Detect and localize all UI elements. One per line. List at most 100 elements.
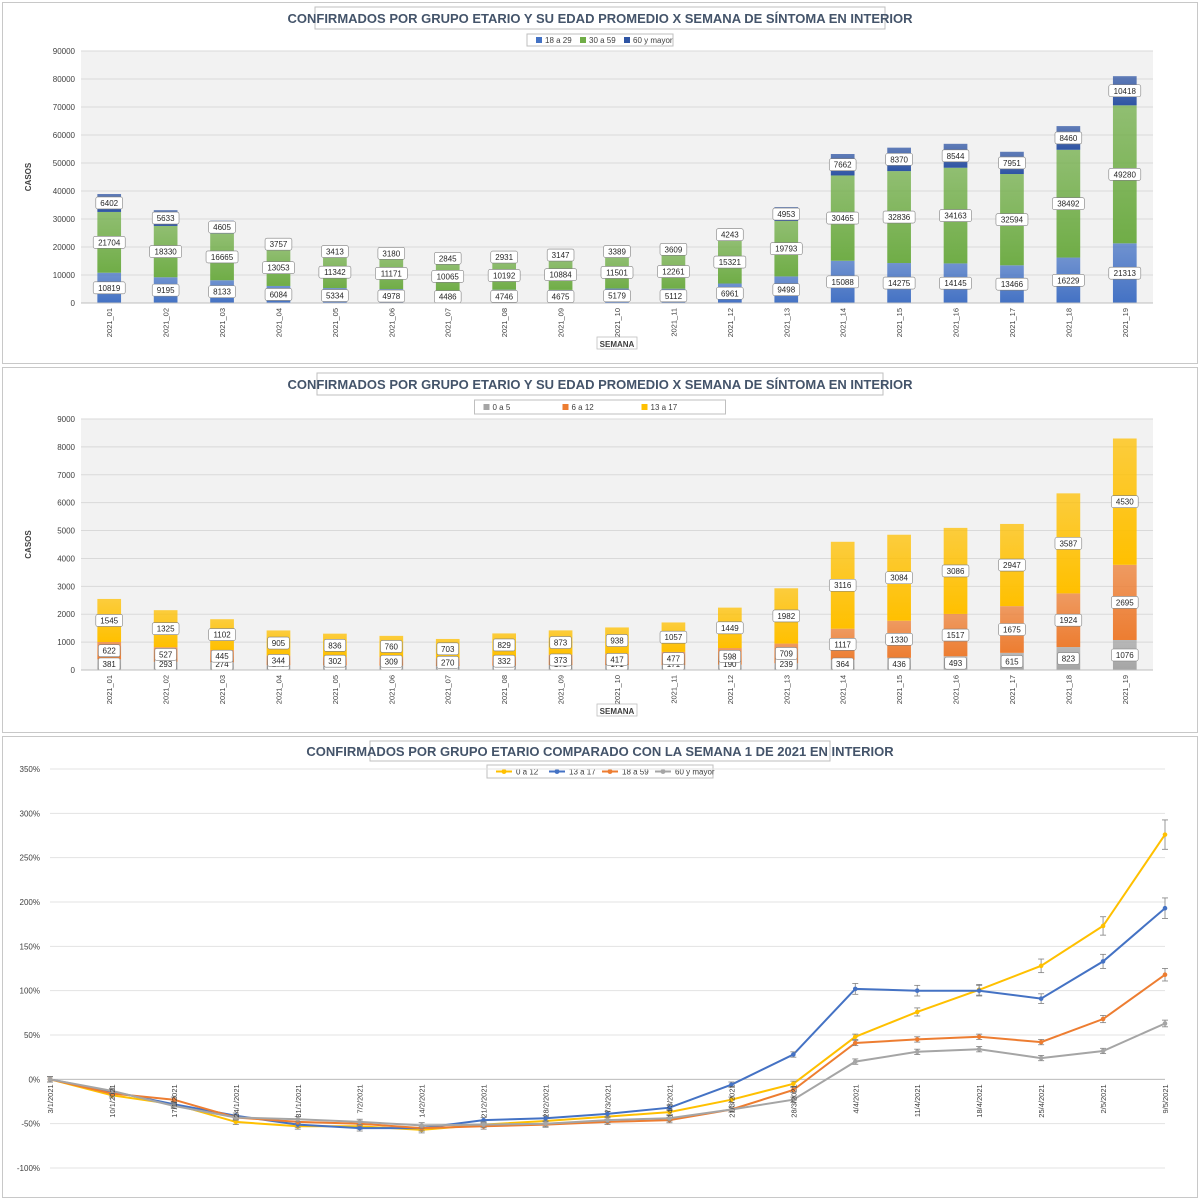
data-label-box (828, 158, 857, 172)
data-label: 302 (328, 657, 342, 666)
data-label: 16665 (211, 253, 234, 262)
data-label: 709 (780, 649, 794, 658)
data-label: 8460 (1059, 134, 1077, 143)
data-label-box (659, 630, 688, 644)
data-label-box (264, 288, 293, 301)
data-point (1038, 1039, 1044, 1045)
x-tick-label: 2021_07 (444, 308, 453, 337)
data-label-box (718, 650, 741, 663)
data-point (233, 1115, 239, 1120)
data-label: 14275 (888, 279, 911, 288)
data-point (852, 986, 858, 992)
data-label-box (436, 642, 459, 656)
data-label: 2931 (495, 253, 513, 262)
x-tick-label: 2021_08 (500, 308, 509, 337)
data-label: 703 (441, 645, 455, 654)
data-point (233, 1119, 239, 1125)
x-tick-label: 2021_11 (669, 308, 678, 337)
data-label-box (603, 245, 631, 258)
data-point (419, 1123, 424, 1128)
data-label-box (882, 276, 916, 290)
x-tick-label: 21/3/2021 (727, 1084, 736, 1117)
data-point (171, 1103, 177, 1109)
data-label-box (92, 236, 126, 249)
data-label: 3757 (270, 240, 288, 249)
data-label-box (154, 648, 177, 661)
x-tick-label: 2021_03 (218, 308, 227, 337)
y-tick-label: 0 (71, 666, 76, 675)
data-label: 1325 (157, 625, 175, 634)
data-label: 3413 (326, 248, 344, 257)
y-axis-title: CASOS (24, 162, 33, 191)
x-tick-label: 2021_18 (1064, 675, 1073, 704)
y-tick-label: 4000 (57, 554, 75, 563)
data-label: 9498 (777, 286, 795, 295)
data-label: 11171 (381, 269, 403, 278)
data-label: 1102 (213, 631, 231, 640)
legend-label-1: 6 a 12 (572, 403, 595, 412)
data-label: 11501 (606, 268, 628, 277)
data-label-box (1054, 613, 1083, 627)
data-label-box (1052, 197, 1085, 210)
legend-label-2: 13 a 17 (651, 403, 678, 412)
data-label: 3587 (1059, 539, 1077, 548)
x-tick-label: 25/4/2021 (1037, 1084, 1046, 1117)
chart1-title-box (314, 6, 886, 30)
x-tick-label: 2021_14 (839, 308, 848, 337)
y-tick-label: 3000 (57, 582, 75, 591)
data-point (729, 1082, 734, 1087)
data-point (729, 1097, 734, 1103)
data-label-box (95, 196, 123, 210)
data-point (914, 988, 920, 993)
x-tick-label: 2021_06 (387, 308, 396, 337)
data-label-box (885, 632, 913, 646)
data-label-box (998, 623, 1026, 636)
y-tick-label: 50000 (53, 159, 76, 168)
data-label-box (1054, 537, 1083, 550)
data-label-box (605, 634, 629, 647)
data-point (605, 1117, 610, 1123)
data-label-box (546, 290, 575, 303)
data-label: 1982 (777, 612, 795, 621)
data-point (852, 1040, 858, 1046)
chart3-title: CONFIRMADOS POR GRUPO ETARIO COMPARADO C… (306, 744, 894, 759)
data-label-box (603, 289, 631, 303)
data-label: 2845 (439, 254, 457, 263)
data-label-box (549, 653, 572, 667)
data-label: 49280 (1114, 170, 1137, 179)
data-label-box (377, 247, 406, 260)
data-label: 270 (441, 658, 455, 667)
data-label: 15088 (832, 278, 855, 287)
data-label: 32594 (1001, 216, 1024, 225)
data-label-box (828, 637, 857, 651)
data-label-box (657, 265, 690, 278)
x-tick-label: 2021_19 (1121, 675, 1130, 704)
y-tick-label: 1000 (57, 638, 75, 647)
data-point (1038, 1055, 1044, 1061)
data-label: 8133 (213, 288, 231, 297)
x-tick-label: 2021_17 (1008, 675, 1017, 704)
data-label: 3389 (608, 248, 626, 257)
data-point (667, 1116, 672, 1121)
chart2-title: CONFIRMADOS POR GRUPO ETARIO Y SU EDAD P… (287, 377, 913, 392)
x-axis-title-box (596, 703, 638, 717)
data-label: 4486 (439, 293, 457, 302)
data-label: 836 (328, 641, 342, 650)
data-label: 4243 (721, 231, 739, 240)
data-label-box (941, 628, 970, 642)
data-label: 11342 (324, 268, 346, 277)
data-label-box (826, 211, 859, 225)
legend-label-0: 0 a 12 (516, 768, 539, 777)
x-axis-title: SEMANA (600, 340, 635, 349)
data-label-box (262, 261, 295, 274)
data-point (295, 1116, 301, 1122)
stacked-bar-chart-adults: CONFIRMADOS POR GRUPO ETARIO Y SU EDAD P… (24, 6, 1153, 350)
data-label: 527 (159, 650, 173, 659)
data-label: 5179 (608, 292, 626, 301)
x-tick-label: 2021_14 (839, 675, 848, 704)
data-label-box (323, 639, 346, 652)
data-label: 2695 (1116, 598, 1134, 607)
data-point (852, 1059, 858, 1064)
data-label: 10418 (1114, 87, 1137, 96)
y-tick-label: 100% (20, 987, 40, 996)
